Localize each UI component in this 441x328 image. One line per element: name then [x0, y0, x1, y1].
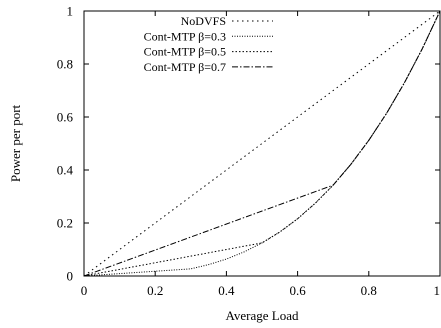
x-tick-label: 0.2: [147, 283, 163, 298]
series-line-nodvfs: [83, 10, 441, 277]
x-tick-label: 0.6: [289, 283, 306, 298]
y-axis-label: Power per port: [8, 104, 23, 182]
x-tick-label: 0.8: [361, 283, 377, 298]
series-line-cont-mtp-0-7: [83, 10, 441, 277]
legend-label: Cont-MTP β=0.3: [144, 29, 226, 43]
y-tick-label: 0.6: [57, 110, 74, 125]
series-line-cont-mtp-0-3: [83, 10, 441, 277]
x-axis-label: Average Load: [225, 308, 299, 323]
x-tick-label: 0: [81, 283, 88, 298]
plot-frame: [83, 10, 441, 277]
x-tick-label: 0.4: [218, 283, 235, 298]
y-tick-label: 1: [67, 4, 74, 19]
y-tick-label: 0: [67, 269, 74, 284]
y-tick-label: 0.2: [57, 216, 73, 231]
x-tick-label: 1: [434, 283, 441, 298]
ticks-layer: 0 0.2 0.4 0.6 0.8 1 0 0.2 0.4 0.6 0.8 1: [57, 4, 441, 298]
y-tick-label: 0.4: [57, 163, 74, 178]
series-line-cont-mtp-0-5: [83, 10, 441, 277]
legend-label: Cont-MTP β=0.7: [144, 60, 226, 74]
legend-label: Cont-MTP β=0.5: [144, 45, 226, 59]
series-layer: [83, 10, 441, 277]
y-tick-label: 0.8: [57, 57, 73, 72]
legend-label: NoDVFS: [181, 14, 226, 28]
